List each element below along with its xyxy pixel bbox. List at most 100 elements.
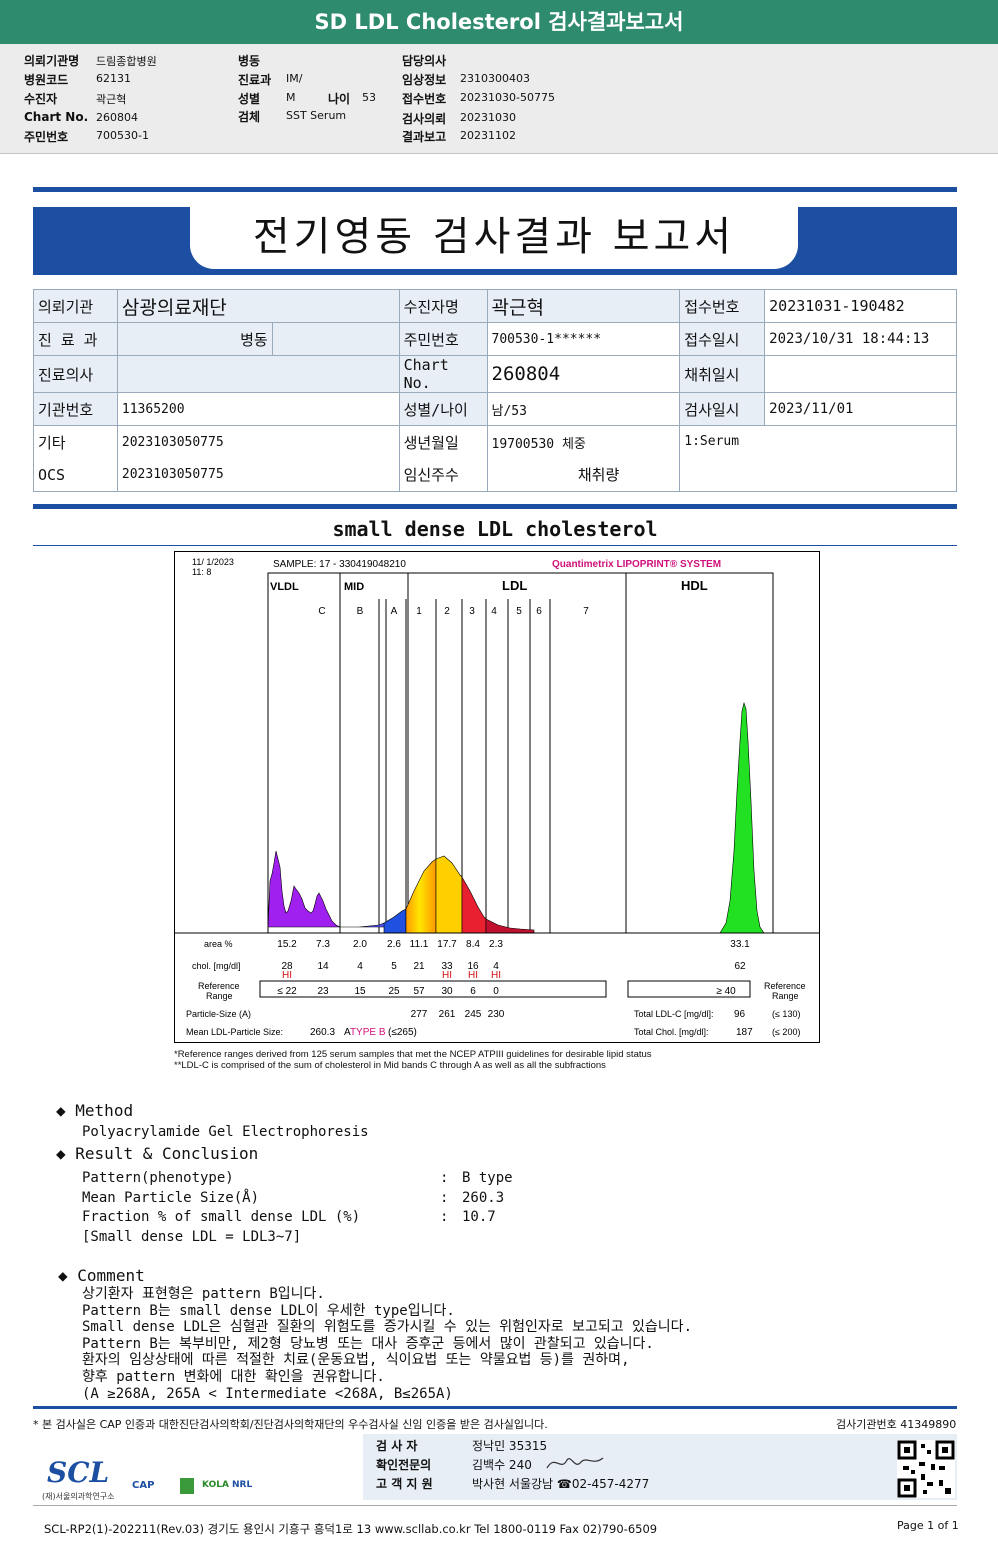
chart-no-value: 260804: [96, 111, 138, 124]
collect-value: [764, 355, 957, 393]
comment-line: 상기환자 표현형은 pattern B입니다.: [82, 1286, 325, 1302]
method-text: Polyacrylamide Gel Electrophoresis: [82, 1124, 369, 1140]
result-key-0: Pattern(phenotype): [82, 1170, 234, 1186]
weight-label: 체중: [561, 436, 586, 452]
area-value: 2.6: [387, 939, 401, 950]
particle-size-value: 277: [411, 1009, 428, 1020]
cap-logo-icon: CAP: [132, 1480, 155, 1491]
staff-name-2: 박사현 서울강남 ☎02-457-4277: [472, 1477, 650, 1491]
clinical-info-value: 2310300403: [460, 72, 530, 85]
lab-logo-icon: [180, 1478, 194, 1494]
recv-no-label: 접수번호: [679, 289, 766, 323]
footer-divider: [33, 1406, 957, 1409]
ssn-table-value: 700530-1******: [486, 322, 681, 356]
receipt-no-label: 접수번호: [402, 92, 447, 106]
report-header-title: SD LDL Cholesterol 검사결과보고서: [0, 0, 998, 44]
etc-value: 2023103050775: [116, 425, 400, 459]
test-date-value: 2023/11/01: [764, 392, 957, 426]
ssn-table-label: 주민번호: [398, 322, 488, 356]
collect-label: 채취일시: [679, 355, 766, 393]
dept-blank: [271, 322, 400, 356]
birth-label: 생년월일: [398, 425, 488, 459]
ocs-value: 2023103050775: [116, 458, 400, 492]
section-title: small dense LDL cholesterol: [332, 517, 658, 541]
comment-line: Pattern B는 복부비만, 제2형 당뇨병 또는 대사 증후군 등에서 많…: [82, 1335, 654, 1352]
staff-role-0: 검 사 자: [376, 1439, 418, 1453]
hdl-label: HDL: [681, 578, 708, 593]
doctor-table-value: [116, 355, 400, 393]
recv-date-value: 2023/10/31 18:44:13: [764, 322, 957, 356]
address-line: SCL-RP2(1)-202211(Rev.03) 경기도 용인시 기흥구 흥덕…: [44, 1522, 658, 1536]
patient-name-value: 곽근혁: [486, 289, 681, 323]
comment-body: 상기환자 표현형은 pattern B입니다. Pattern B는 small …: [82, 1286, 692, 1402]
hdl-peak: [719, 701, 765, 934]
band-label: 2: [444, 606, 450, 617]
total-ldl-label: Total LDL-C [mg/dl]:: [634, 1009, 714, 1019]
hospital-name-value: 드림종합병원: [96, 55, 157, 68]
hospital-code-label: 병원코드: [24, 73, 69, 87]
ref-value: 6: [470, 986, 476, 997]
ref-box-ldl: [259, 980, 607, 998]
ref-value: ≤ 22: [277, 986, 297, 997]
amount-label: 채취량: [486, 458, 681, 492]
staff-name-0: 정낙민 35315: [472, 1439, 548, 1453]
band-label: 5: [516, 606, 522, 617]
comment-line: (A ≥268A, 265A < Intermediate <268A, B≤2…: [82, 1385, 453, 1402]
footer-line: [33, 1505, 957, 1506]
chart-table-value: 260804: [486, 355, 681, 393]
ref-value: 23: [317, 986, 329, 997]
comment-line: 환자의 임상상태에 따른 적절한 치료(운동요법, 식이요법 또는 약물요법 등…: [82, 1352, 630, 1369]
hdl-chol-value: 62: [734, 961, 746, 972]
ref-value: 15: [354, 986, 366, 997]
chart-frame: [174, 551, 820, 1043]
ref-value: 25: [388, 986, 400, 997]
result-colon-1: :: [440, 1190, 449, 1206]
mean-label: Mean LDL-Particle Size:: [186, 1027, 283, 1037]
chol-value: 14: [317, 961, 329, 972]
result-heading: ◆ Result & Conclusion: [56, 1144, 259, 1163]
staff-role-1: 확인전문의: [376, 1458, 432, 1472]
ssn-label: 주민번호: [24, 130, 69, 144]
age-value: 53: [362, 91, 376, 104]
result-colon-0: :: [440, 1170, 449, 1186]
chart-no-label: Chart No.: [24, 110, 89, 124]
report-date-label: 결과보고: [402, 130, 447, 144]
chol-row-label: chol. [mg/dl]: [192, 961, 241, 971]
staff-name-1: 김백수 240: [472, 1458, 532, 1472]
request-date-value: 20231030: [460, 111, 516, 124]
band-label: A: [391, 606, 398, 617]
particle-size-value: 230: [488, 1009, 505, 1020]
ref-range-label-right-1: Reference: [764, 981, 806, 991]
chart-note-1: *Reference ranges derived from 125 serum…: [174, 1049, 652, 1060]
chol-value: 5: [391, 961, 397, 972]
psize-label: Particle-Size (A): [186, 1009, 251, 1019]
specimen-label: 검체: [238, 110, 261, 124]
comment-line: 향후 pattern 변화에 대한 확인을 권유합니다.: [82, 1368, 385, 1385]
test-date-label: 검사일시: [679, 392, 766, 426]
ref-value: 0: [493, 986, 499, 997]
scl-logo: SCL: [47, 1456, 110, 1489]
hi-flag: HI: [468, 970, 478, 981]
org-no-value: 11365200: [116, 392, 400, 426]
hospital-name-label: 의뢰기관명: [24, 54, 80, 68]
result-val-1: 260.3: [462, 1190, 505, 1206]
sex-value: M: [286, 91, 296, 104]
chart-table-label: Chart No.: [398, 355, 488, 393]
ward-label: 병동: [238, 54, 261, 68]
vldl-label: VLDL: [270, 581, 299, 593]
report-title: 전기영동 검사결과 보고서: [190, 207, 798, 269]
total-chol-value: 187: [736, 1027, 753, 1038]
birth-value: 19700530: [491, 436, 555, 452]
result-note: [Small dense LDL = LDL3~7]: [82, 1229, 302, 1245]
comment-line: Small dense LDL은 심혈관 질환의 위험도를 증가시킬 수 있는 …: [82, 1319, 692, 1336]
sexage-value: 남/53: [486, 392, 681, 426]
kola-logo-icon: KOLA: [202, 1480, 229, 1490]
particle-size-value: 245: [465, 1009, 482, 1020]
result-colon-2: :: [440, 1209, 449, 1225]
dept-value: IM/: [286, 72, 303, 85]
area-value: 2.3: [489, 939, 503, 950]
section-divider: [33, 504, 957, 509]
ref-row-label-2: Range: [206, 991, 233, 1001]
chol-value: 28: [281, 961, 293, 972]
band-label: 1: [416, 606, 422, 617]
